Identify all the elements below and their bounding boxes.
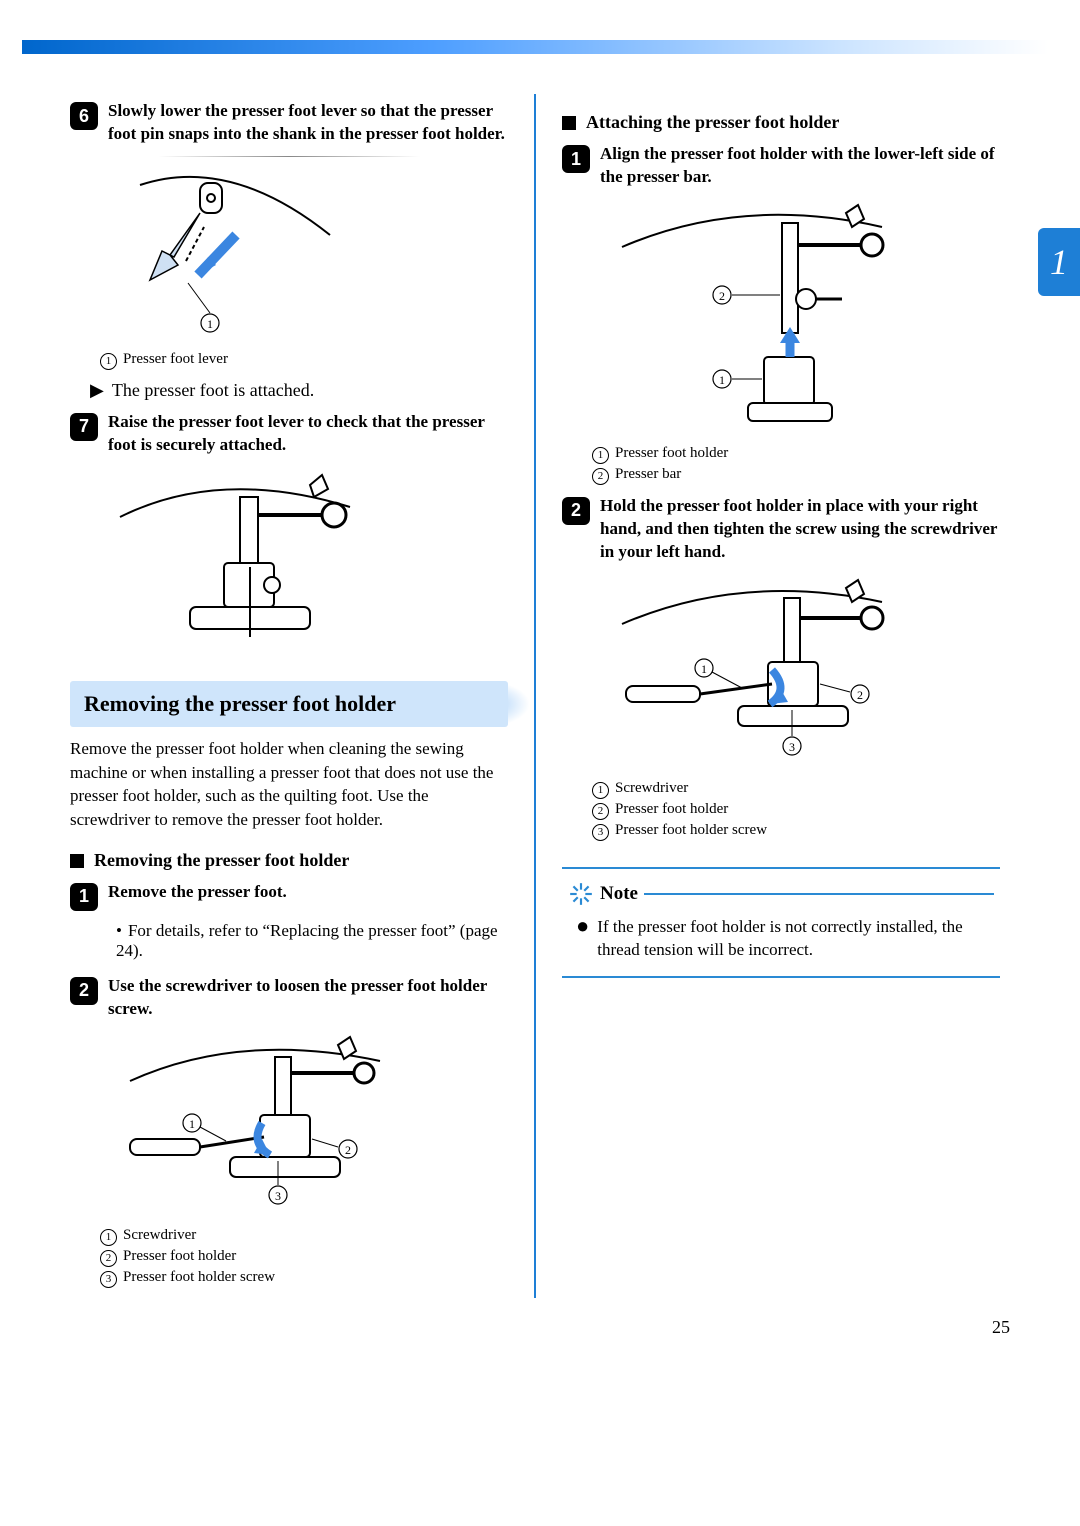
svg-text:1: 1: [189, 1117, 195, 1131]
section-body: Remove the presser foot holder when clea…: [70, 737, 508, 832]
callout-2-icon: 2: [592, 468, 609, 485]
illustration-align-holder: 2 1: [592, 199, 1000, 439]
svg-text:1: 1: [719, 373, 725, 387]
left-column: 6 Slowly lower the presser foot lever so…: [70, 94, 528, 1298]
remove-step-2-text: Use the screwdriver to loosen the presse…: [108, 975, 508, 1021]
callout-1-icon: 1: [100, 353, 117, 370]
note-title-line: [644, 893, 994, 895]
step-number-badge: 1: [562, 145, 590, 173]
triangle-icon: ▶: [90, 380, 104, 401]
attach-step-1: 1 Align the presser foot holder with the…: [562, 143, 1000, 189]
callout-2-icon: 2: [592, 803, 609, 820]
attach-step-2: 2 Hold the presser foot holder in place …: [562, 495, 1000, 564]
illustration-presser-foot-lever: 1: [100, 165, 508, 345]
callout-3-icon: 3: [592, 824, 609, 841]
step-6-text: Slowly lower the presser foot lever so t…: [108, 100, 508, 146]
caption-text: Presser foot holder: [615, 801, 728, 820]
sub-heading-text: Removing the presser foot holder: [94, 850, 349, 871]
step-7-text: Raise the presser foot lever to check th…: [108, 411, 508, 457]
result-text: The presser foot is attached.: [112, 380, 314, 401]
svg-text:3: 3: [789, 740, 795, 754]
header-gradient-bar: [22, 40, 1048, 54]
callout-1-icon: 1: [100, 1229, 117, 1246]
remove-step-1-text: Remove the presser foot.: [108, 881, 287, 911]
svg-text:3: 3: [275, 1189, 281, 1203]
step-number-badge: 2: [70, 977, 98, 1005]
sub-heading-removing: Removing the presser foot holder: [70, 850, 508, 871]
caption-text: Screwdriver: [615, 780, 688, 799]
right-column: Attaching the presser foot holder 1 Alig…: [542, 94, 1010, 1298]
result-line: ▶ The presser foot is attached.: [90, 380, 508, 401]
caption-text: Presser foot holder screw: [123, 1269, 275, 1288]
svg-text:1: 1: [701, 662, 707, 676]
sub-heading-text: Attaching the presser foot holder: [586, 112, 839, 133]
svg-text:2: 2: [719, 289, 725, 303]
caption-text: Screwdriver: [123, 1227, 196, 1246]
square-bullet-icon: [70, 854, 84, 868]
remove-step-1: 1 Remove the presser foot.: [70, 881, 508, 911]
illustration-loosen-screw: 1 2 3: [100, 1031, 508, 1221]
step-number-badge: 1: [70, 883, 98, 911]
remove-step-2: 2 Use the screwdriver to loosen the pres…: [70, 975, 508, 1021]
chapter-tab: 1: [1038, 228, 1080, 296]
sparkle-icon: [568, 881, 594, 907]
step-number-badge: 2: [562, 497, 590, 525]
step-number-badge: 6: [70, 102, 98, 130]
divider-fade: [158, 156, 421, 157]
step-number-badge: 7: [70, 413, 98, 441]
bullet-icon: ●: [576, 915, 589, 963]
step-7: 7 Raise the presser foot lever to check …: [70, 411, 508, 457]
caption-1-text: Presser foot lever: [123, 351, 228, 370]
detail-text: For details, refer to “Replacing the pre…: [116, 921, 498, 960]
callout-2-icon: 2: [100, 1250, 117, 1267]
caption-text: Presser foot holder: [123, 1248, 236, 1267]
svg-text:1: 1: [207, 317, 213, 331]
callout-3-icon: 3: [100, 1271, 117, 1288]
caption-list-attach-1: 1 Presser foot holder 2 Presser bar: [592, 445, 1000, 485]
manual-page: 1 6 Slowly lower the presser foot lever …: [0, 40, 1080, 1338]
caption-list-attach-2: 1 Screwdriver 2 Presser foot holder 3 Press…: [592, 780, 1000, 841]
attach-step-2-text: Hold the presser foot holder in place wi…: [600, 495, 1000, 564]
note-body-text: If the presser foot holder is not correc…: [597, 915, 986, 963]
square-bullet-icon: [562, 116, 576, 130]
callout-1-icon: 1: [592, 447, 609, 464]
caption-list-step6: 1 Presser foot lever: [100, 351, 508, 370]
step-6: 6 Slowly lower the presser foot lever so…: [70, 100, 508, 146]
caption-text: Presser bar: [615, 466, 681, 485]
column-divider: [534, 94, 536, 1298]
page-number: 25: [992, 1317, 1010, 1338]
illustration-tighten-screw: 1 2 3: [592, 574, 1000, 774]
illustration-presser-foot-assembly: [100, 467, 508, 657]
note-label: Note: [600, 883, 638, 905]
svg-text:2: 2: [345, 1143, 351, 1157]
sub-heading-attaching: Attaching the presser foot holder: [562, 112, 1000, 133]
two-column-layout: 6 Slowly lower the presser foot lever so…: [0, 94, 1080, 1298]
section-heading-removing: Removing the presser foot holder: [70, 681, 508, 727]
callout-1-icon: 1: [592, 782, 609, 799]
caption-list-remove: 1 Screwdriver 2 Presser foot holder 3 Press…: [100, 1227, 508, 1288]
caption-text: Presser foot holder: [615, 445, 728, 464]
attach-step-1-text: Align the presser foot holder with the l…: [600, 143, 1000, 189]
svg-text:2: 2: [857, 688, 863, 702]
caption-text: Presser foot holder screw: [615, 822, 767, 841]
remove-step-1-detail: •For details, refer to “Replacing the pr…: [116, 921, 508, 961]
note-box: Note ● If the presser foot holder is not…: [562, 867, 1000, 979]
